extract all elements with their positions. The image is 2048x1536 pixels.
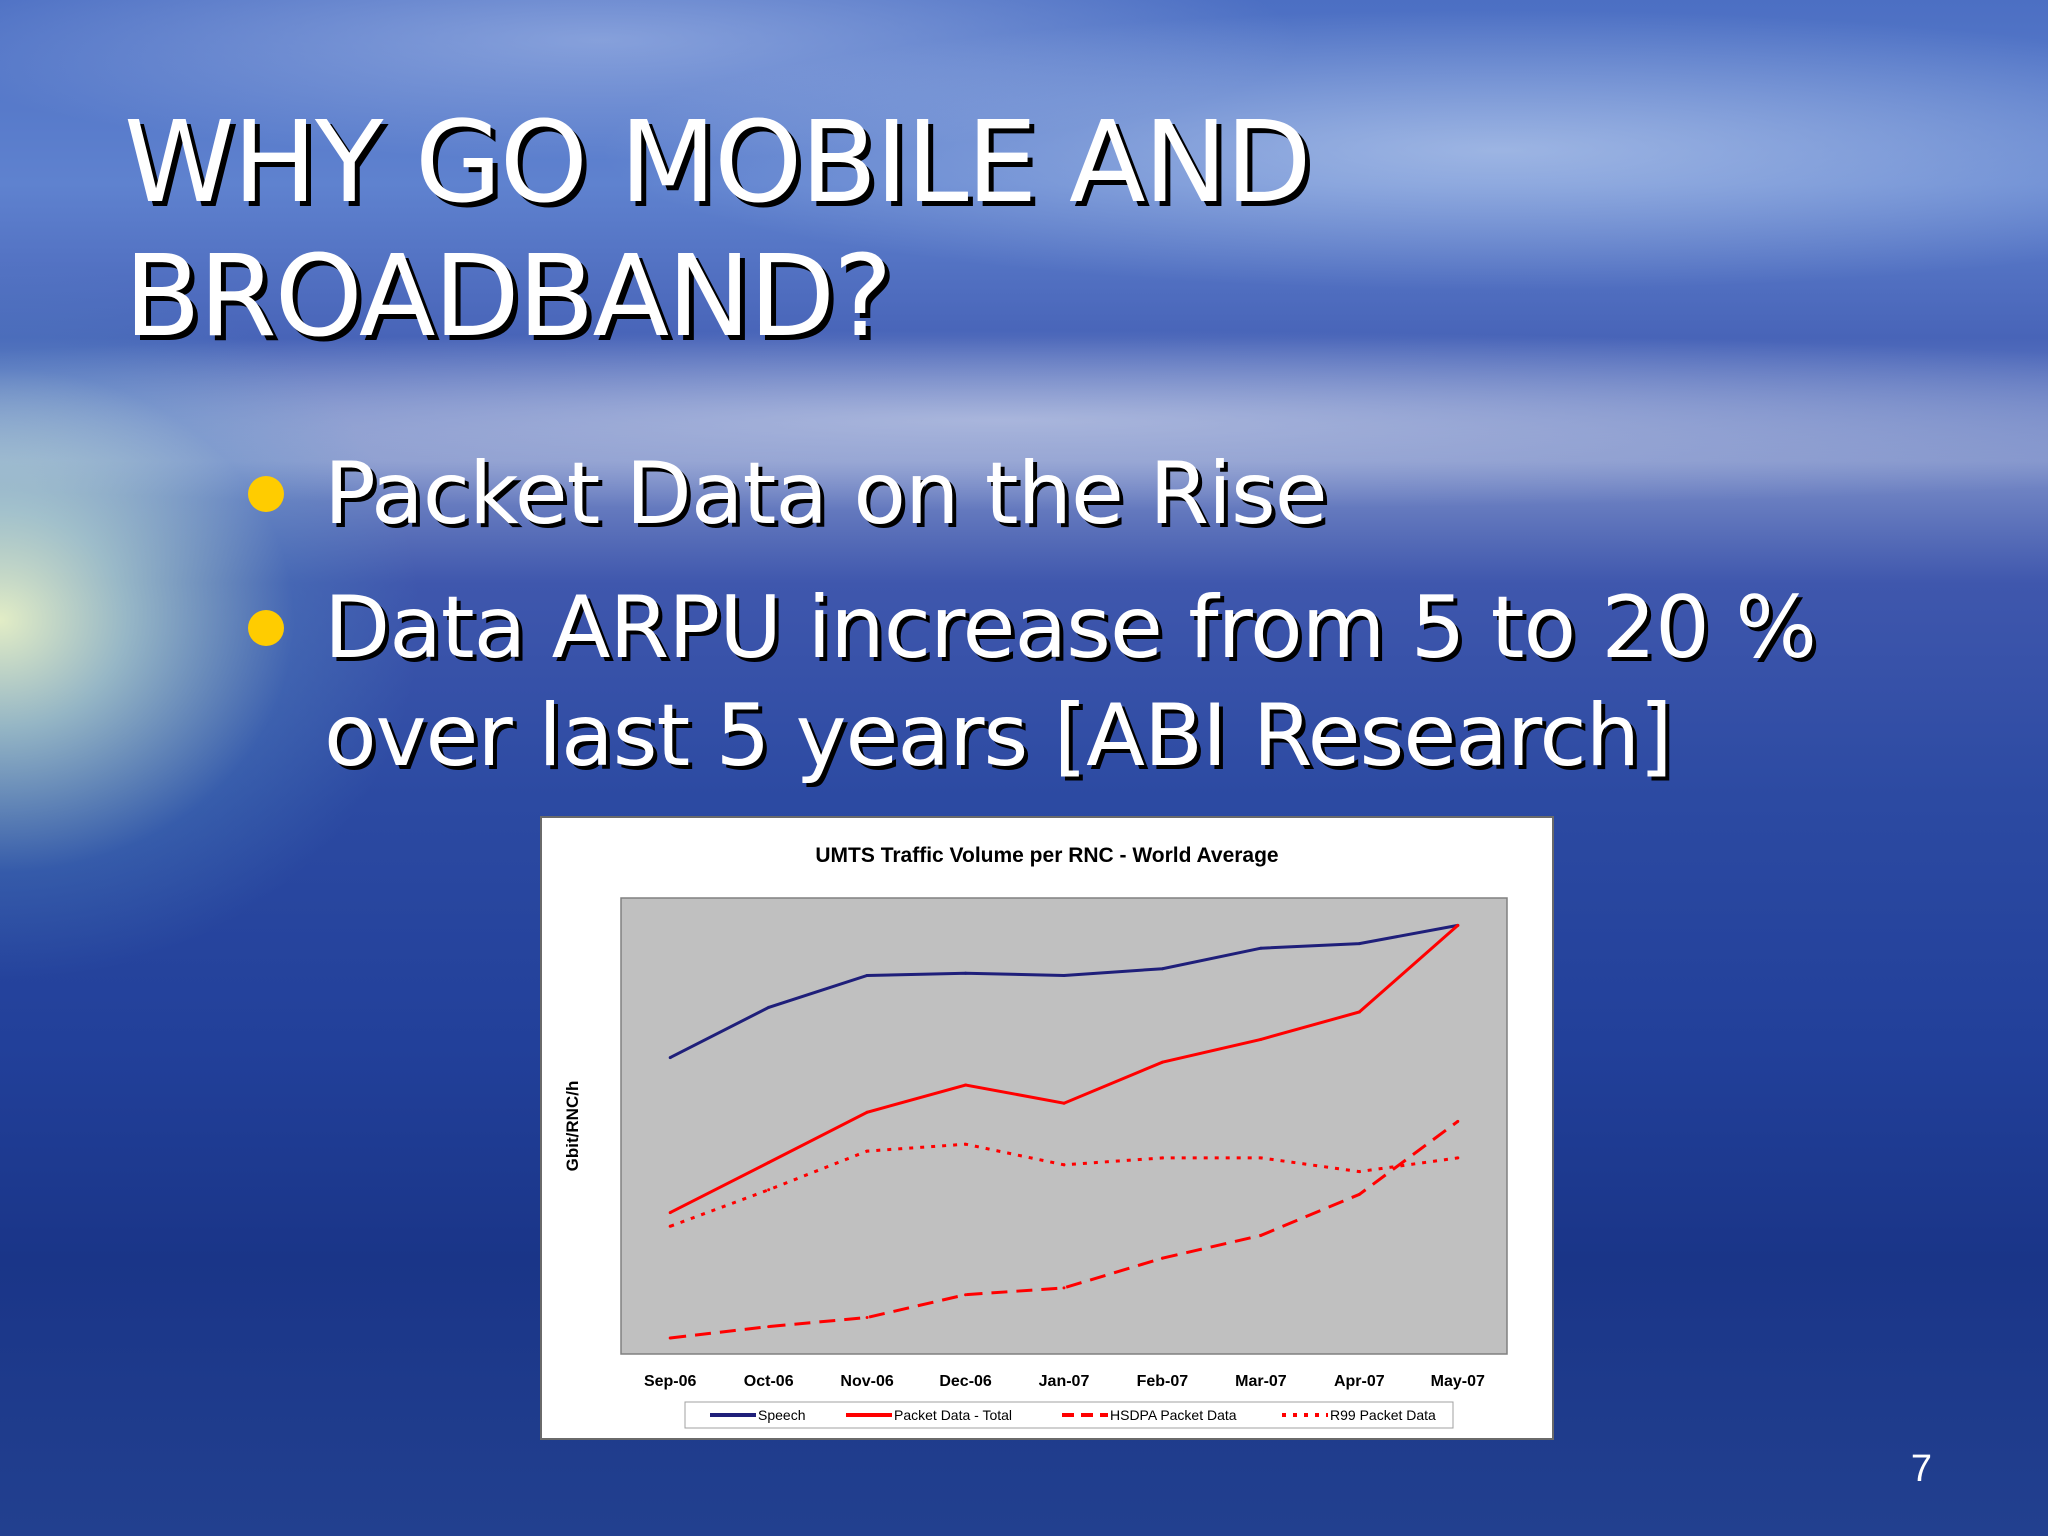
bullet-dot-icon	[248, 476, 284, 512]
x-tick-label: Sep-06	[644, 1373, 697, 1390]
data-point-speech	[1357, 942, 1361, 946]
data-point-r99-packet-data	[1259, 1156, 1263, 1160]
series-line-hsdpa-packet-data	[670, 1120, 1459, 1340]
data-point-hsdpa-packet-data	[668, 1336, 672, 1340]
chart-svg: UMTS Traffic Volume per RNC - World Aver…	[563, 844, 1508, 1429]
bullet-item: Data ARPU increase from 5 to 20 % over l…	[248, 574, 2008, 790]
plot-area	[620, 897, 1508, 1355]
data-point-hsdpa-packet-data	[767, 1325, 771, 1329]
legend: Speech Packet Data - Total HSDPA Packet Da…	[710, 1407, 1436, 1423]
data-point-packet-data-total	[964, 1083, 968, 1087]
data-point-hsdpa-packet-data	[1456, 1119, 1460, 1123]
chart-title: UMTS Traffic Volume per RNC - World Aver…	[815, 844, 1278, 867]
data-point-hsdpa-packet-data	[865, 1316, 869, 1319]
data-point-packet-data-total	[865, 1110, 869, 1114]
traffic-chart: UMTS Traffic Volume per RNC - World Aver…	[540, 816, 1554, 1440]
bullet-text: Data ARPU increase from 5 to 20 % over l…	[324, 578, 1817, 786]
legend-label-packet-data-total: Packet Data - Total	[894, 1407, 1012, 1423]
data-point-packet-data-total	[1259, 1037, 1263, 1041]
data-point-packet-data-total	[1456, 923, 1460, 927]
data-point-speech	[668, 1056, 672, 1060]
x-tick-label: May-07	[1431, 1373, 1485, 1390]
data-point-hsdpa-packet-data	[964, 1293, 968, 1297]
x-tick-label: Feb-07	[1137, 1373, 1189, 1390]
bullet-list: Packet Data on the Rise Data ARPU increa…	[248, 440, 2008, 816]
page-number: 7	[1910, 1448, 1932, 1490]
data-point-r99-packet-data	[767, 1188, 771, 1192]
data-point-speech	[767, 1005, 771, 1009]
data-point-speech	[865, 974, 869, 977]
data-point-packet-data-total	[668, 1211, 672, 1215]
x-tick-label: Nov-06	[840, 1373, 893, 1390]
data-point-packet-data-total	[1357, 1010, 1361, 1014]
data-point-r99-packet-data	[964, 1142, 968, 1146]
data-point-r99-packet-data	[865, 1149, 869, 1153]
data-point-r99-packet-data	[1160, 1156, 1164, 1160]
data-point-hsdpa-packet-data	[1160, 1256, 1164, 1260]
data-point-speech	[1160, 967, 1164, 971]
slide-title-line-2: BROADBAND?	[124, 232, 893, 362]
data-point-packet-data-total	[767, 1161, 771, 1164]
x-tick-labels: Sep-06 Oct-06 Nov-06 Dec-06 Jan-07 Feb-07 Mar-…	[644, 1373, 1485, 1390]
data-point-speech	[964, 971, 968, 975]
x-tick-label: Mar-07	[1235, 1373, 1287, 1390]
data-point-r99-packet-data	[1357, 1170, 1361, 1174]
data-point-hsdpa-packet-data	[1259, 1233, 1263, 1237]
bullet-dot-icon	[248, 610, 284, 646]
x-tick-label: Oct-06	[744, 1373, 794, 1390]
bullet-item: Packet Data on the Rise	[248, 440, 2008, 548]
series-layer	[668, 923, 1460, 1340]
x-tick-label: Dec-06	[939, 1373, 992, 1390]
data-point-r99-packet-data	[668, 1224, 672, 1228]
data-point-r99-packet-data	[1456, 1156, 1460, 1160]
data-point-r99-packet-data	[1062, 1163, 1066, 1167]
legend-label-hsdpa-packet-data: HSDPA Packet Data	[1110, 1407, 1237, 1423]
legend-label-speech: Speech	[758, 1407, 805, 1423]
data-point-packet-data-total	[1062, 1101, 1066, 1105]
y-axis-label: Gbit/RNC/h	[563, 1081, 582, 1172]
slide-title-line-1: WHY GO MOBILE AND	[124, 98, 1312, 228]
data-point-packet-data-total	[1160, 1060, 1164, 1064]
data-point-speech	[1062, 974, 1066, 977]
legend-label-r99-packet-data: R99 Packet Data	[1330, 1407, 1436, 1423]
data-point-hsdpa-packet-data	[1062, 1286, 1066, 1290]
bullet-text: Packet Data on the Rise	[324, 444, 1328, 544]
x-tick-label: Apr-07	[1334, 1373, 1385, 1390]
slide-title: WHY GO MOBILE AND BROADBAND?	[124, 96, 1924, 364]
data-point-hsdpa-packet-data	[1357, 1192, 1361, 1196]
data-point-speech	[1259, 946, 1263, 950]
x-tick-label: Jan-07	[1039, 1373, 1090, 1390]
